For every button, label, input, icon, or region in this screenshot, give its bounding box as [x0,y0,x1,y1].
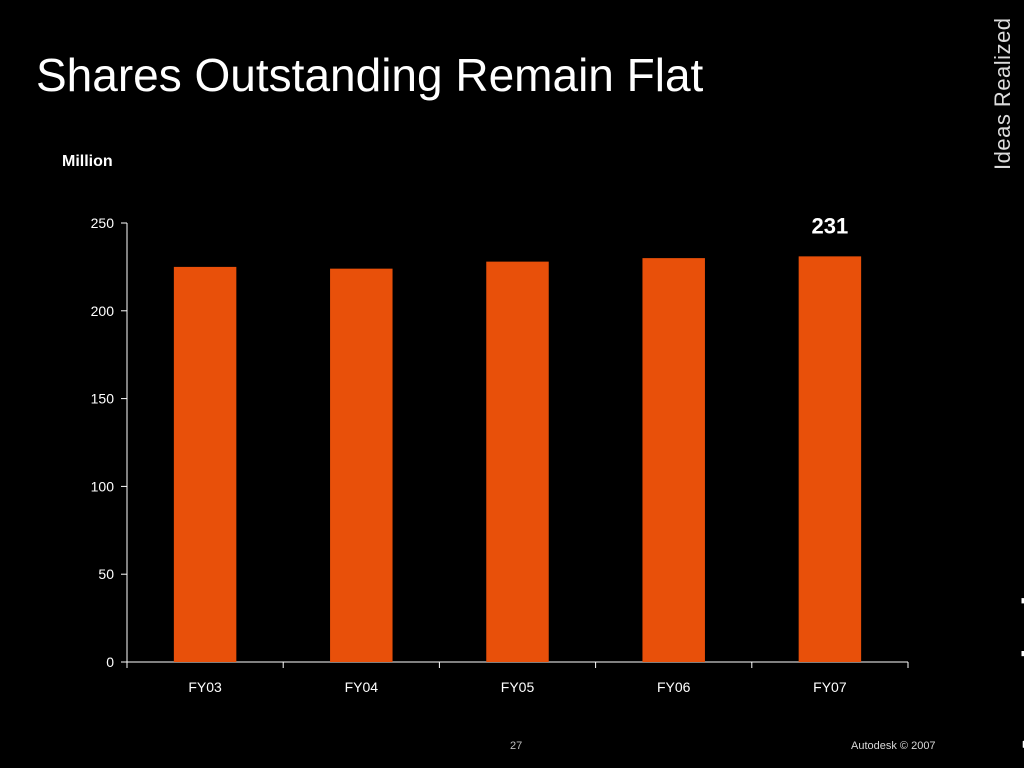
page-number: 27 [510,740,523,752]
bar-fy03 [173,266,237,662]
y-tick-label: 100 [91,478,115,494]
x-tick-label: FY03 [188,679,222,695]
x-tick-label: FY05 [501,679,535,695]
data-label: 231 [812,213,849,238]
tagline: Ideas Realized [990,17,1015,170]
x-axis: FY03 FY04 FY05 FY06 FY07 [126,661,909,695]
y-tick-label: 50 [98,566,114,582]
autodesk-logo: Autodesk® [1016,578,1024,758]
data-labels: 231 [812,213,849,238]
bars [173,256,862,662]
bar-fy06 [642,258,705,662]
y-axis: 0 50 100 150 200 250 [91,215,128,670]
slide-title: Shares Outstanding Remain Flat [36,49,704,101]
bar-fy07 [798,256,862,662]
y-tick-label: 200 [91,303,115,319]
x-tick-label: FY04 [345,679,379,695]
bar-fy05 [486,261,549,662]
y-tick-label: 0 [106,654,114,670]
copyright: Autodesk © 2007 [851,740,936,752]
bar-chart: 0 50 100 150 200 250 FY03 FY04 FY05 FY06 FY07 231 [91,213,909,695]
brand-wordmark: Autodesk [1016,584,1024,758]
x-tick-label: FY07 [813,679,847,695]
x-tick-label: FY06 [657,679,691,695]
y-tick-label: 150 [91,391,115,407]
unit-label: Million [62,153,113,170]
y-tick-label: 250 [91,215,115,231]
bar-fy04 [330,268,393,662]
